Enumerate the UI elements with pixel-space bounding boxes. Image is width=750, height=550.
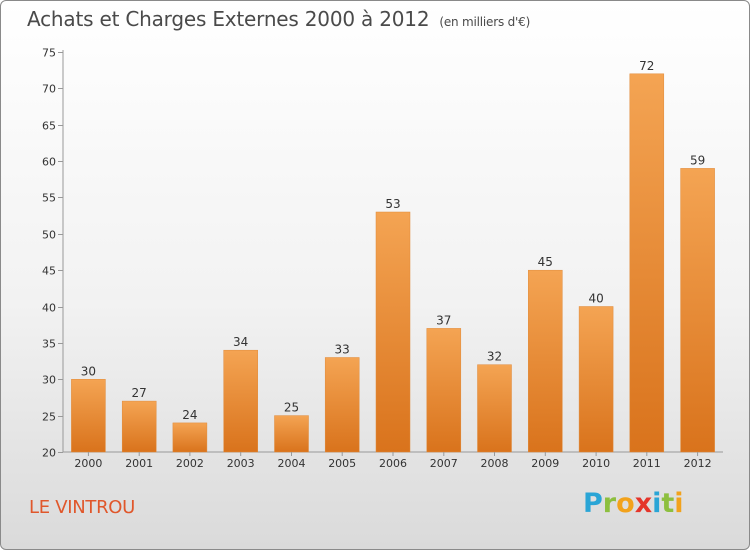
logo-letter: t: [661, 488, 675, 519]
bar-2010: [578, 306, 614, 453]
y-tick-label: 60: [42, 156, 56, 169]
y-tick-label: 75: [42, 47, 56, 60]
bar-value-label: 33: [335, 343, 350, 357]
x-tick-label: 2003: [227, 457, 255, 470]
logo-letter: x: [634, 488, 653, 519]
x-tick-label: 2000: [74, 457, 102, 470]
bar-2004: [274, 415, 309, 453]
y-tick-label: 25: [42, 411, 56, 424]
bar-2012: [680, 168, 715, 453]
bar-value-label: 37: [436, 313, 451, 327]
bar-value-label: 45: [538, 255, 553, 269]
logo-letter: P: [583, 488, 603, 519]
bar-value-label: 25: [284, 401, 299, 415]
bar-value-label: 40: [588, 292, 603, 306]
logo-letter: i: [652, 488, 662, 519]
logo-letter: r: [602, 488, 617, 519]
bar-2005: [324, 357, 360, 453]
bar-2002: [172, 422, 208, 453]
bar-value-label: 59: [690, 153, 705, 167]
bar-2007: [426, 328, 462, 453]
commune-name: LE VINTROU: [29, 497, 136, 518]
logo-letter: i: [674, 488, 684, 519]
bar-value-label: 72: [639, 59, 654, 73]
bar-value-label: 27: [132, 386, 147, 400]
bar-value-label: 32: [487, 350, 502, 364]
y-tick-label: 35: [42, 338, 56, 351]
logo-letter: o: [616, 488, 635, 519]
bar-2000: [71, 379, 106, 453]
title-unit: (en milliers d'€): [439, 15, 531, 29]
x-tick-label: 2001: [125, 457, 153, 470]
y-tick-label: 40: [42, 302, 56, 315]
y-tick-label: 20: [42, 447, 56, 460]
y-tick-label: 30: [42, 374, 56, 387]
x-tick-label: 2012: [684, 457, 712, 470]
bar-2008: [477, 364, 512, 453]
bar-2011: [629, 73, 665, 453]
x-tick-label: 2011: [633, 457, 661, 470]
y-tick-label: 50: [42, 229, 56, 242]
bar-value-label: 34: [233, 335, 248, 349]
y-tick-label: 55: [42, 192, 56, 205]
x-tick-label: 2002: [176, 457, 204, 470]
y-tick-label: 45: [42, 265, 56, 278]
bar-value-label: 24: [182, 408, 197, 422]
bar-value-label: 53: [385, 197, 400, 211]
bar-2003: [223, 349, 258, 453]
chart-title: Achats et Charges Externes 2000 à 2012 (e…: [27, 7, 530, 31]
y-tick-label: 65: [42, 120, 56, 133]
x-tick-label: 2007: [430, 457, 458, 470]
bar-2009: [528, 269, 563, 453]
y-tick-label: 70: [42, 83, 56, 96]
bar-2001: [121, 400, 157, 453]
title-text: Achats et Charges Externes 2000 à 2012: [27, 7, 430, 31]
x-tick-label: 2005: [328, 457, 356, 470]
x-tick-label: 2008: [481, 457, 509, 470]
bar-2006: [375, 211, 411, 453]
x-tick-label: 2009: [531, 457, 559, 470]
x-tick-label: 2010: [582, 457, 610, 470]
bar-value-label: 30: [81, 364, 96, 378]
x-tick-label: 2006: [379, 457, 407, 470]
proxiti-logo: Proxiti: [583, 488, 684, 519]
x-tick-label: 2004: [278, 457, 306, 470]
